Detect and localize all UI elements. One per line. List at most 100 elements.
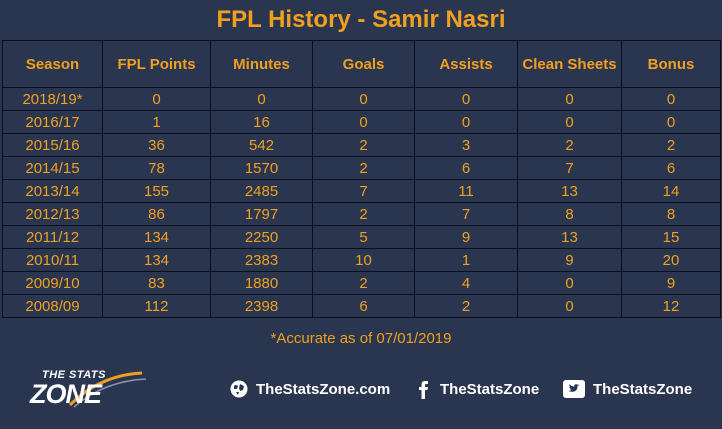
table-cell: 6 xyxy=(621,156,721,180)
facebook-icon xyxy=(414,379,432,399)
table-row: 2016/17 1 16 0 0 0 0 xyxy=(2,110,721,134)
table-cell: 15 xyxy=(621,225,721,249)
table-cell: 0 xyxy=(414,110,518,134)
table-cell: 5 xyxy=(312,225,415,249)
table-cell: 0 xyxy=(517,110,622,134)
table-cell: 2011/12 xyxy=(2,225,103,249)
globe-icon xyxy=(230,380,248,398)
table-cell: 0 xyxy=(517,294,622,318)
table-cell: 1880 xyxy=(210,271,313,295)
logo-line2: ZONE xyxy=(30,379,102,409)
table-cell: 2010/11 xyxy=(2,248,103,272)
table-cell: 2008/09 xyxy=(2,294,103,318)
table-cell: 0 xyxy=(414,87,518,111)
table-cell: 7 xyxy=(312,179,415,203)
logo-swoosh-icon xyxy=(68,371,147,408)
table-cell: 0 xyxy=(312,110,415,134)
table-header-row: Season FPL Points Minutes Goals Assists … xyxy=(2,40,721,88)
table-cell: 155 xyxy=(102,179,211,203)
table-cell: 2 xyxy=(621,133,721,157)
fpl-history-table: Season FPL Points Minutes Goals Assists … xyxy=(2,40,721,318)
header-minutes: Minutes xyxy=(210,40,313,88)
table-cell: 0 xyxy=(621,110,721,134)
table-row: 2011/12 134 2250 5 9 13 15 xyxy=(2,225,721,249)
table-cell: 6 xyxy=(312,294,415,318)
table-cell: 2 xyxy=(517,133,622,157)
table-cell: 3 xyxy=(414,133,518,157)
table-cell: 0 xyxy=(517,87,622,111)
page-title: FPL History - Samir Nasri xyxy=(216,6,506,33)
table-cell: 86 xyxy=(102,202,211,226)
table-cell: 0 xyxy=(517,271,622,295)
table-row: 2009/10 83 1880 2 4 0 9 xyxy=(2,271,721,295)
table-cell: 0 xyxy=(210,87,313,111)
table-cell: 2018/19* xyxy=(2,87,103,111)
table-cell: 11 xyxy=(414,179,518,203)
facebook-link[interactable]: TheStatsZone xyxy=(414,378,539,400)
table-cell: 2014/15 xyxy=(2,156,103,180)
accuracy-note: *Accurate as of 07/01/2019 xyxy=(270,330,452,347)
table-cell: 1570 xyxy=(210,156,313,180)
table-row: 2010/11 134 2383 10 1 9 20 xyxy=(2,248,721,272)
header-assists: Assists xyxy=(414,40,518,88)
table-cell: 2015/16 xyxy=(2,133,103,157)
header-goals: Goals xyxy=(312,40,415,88)
table-cell: 2013/14 xyxy=(2,179,103,203)
facebook-label: TheStatsZone xyxy=(440,380,540,398)
table-row: 2008/09 112 2398 6 2 0 12 xyxy=(2,294,721,318)
twitter-icon xyxy=(563,380,585,398)
table-cell: 2 xyxy=(312,133,415,157)
website-link[interactable]: TheStatsZone.com xyxy=(230,378,390,400)
table-cell: 2012/13 xyxy=(2,202,103,226)
table-cell: 10 xyxy=(312,248,415,272)
table-cell: 14 xyxy=(621,179,721,203)
table-cell: 83 xyxy=(102,271,211,295)
table-cell: 16 xyxy=(210,110,313,134)
twitter-link[interactable]: TheStatsZone xyxy=(563,378,692,400)
header-season: Season xyxy=(2,40,103,88)
table-cell: 7 xyxy=(517,156,622,180)
header-fpl-points: FPL Points xyxy=(102,40,211,88)
table-row: 2013/14 155 2485 7 11 13 14 xyxy=(2,179,721,203)
table-cell: 2 xyxy=(312,156,415,180)
table-cell: 9 xyxy=(414,225,518,249)
table-row: 2015/16 36 542 2 3 2 2 xyxy=(2,133,721,157)
table-cell: 8 xyxy=(517,202,622,226)
table-row: 2014/15 78 1570 2 6 7 6 xyxy=(2,156,721,180)
table-row: 2012/13 86 1797 2 7 8 8 xyxy=(2,202,721,226)
table-cell: 0 xyxy=(312,87,415,111)
table-cell: 1 xyxy=(414,248,518,272)
table-cell: 2009/10 xyxy=(2,271,103,295)
table-cell: 0 xyxy=(102,87,211,111)
table-cell: 0 xyxy=(621,87,721,111)
table-row: 2018/19* 0 0 0 0 0 0 xyxy=(2,87,721,111)
stats-zone-logo: THE STATS ZONE xyxy=(30,367,150,411)
table-cell: 2383 xyxy=(210,248,313,272)
table-cell: 4 xyxy=(414,271,518,295)
table-cell: 2 xyxy=(414,294,518,318)
table-cell: 9 xyxy=(621,271,721,295)
table-cell: 1797 xyxy=(210,202,313,226)
header-bonus: Bonus xyxy=(621,40,721,88)
table-cell: 13 xyxy=(517,225,622,249)
table-cell: 2 xyxy=(312,271,415,295)
table-cell: 8 xyxy=(621,202,721,226)
twitter-label: TheStatsZone xyxy=(593,380,693,398)
table-cell: 134 xyxy=(102,225,211,249)
table-cell: 542 xyxy=(210,133,313,157)
header-clean-sheets: Clean Sheets xyxy=(517,40,622,88)
table-cell: 2250 xyxy=(210,225,313,249)
logo-line1: THE STATS xyxy=(42,369,106,381)
table-cell: 112 xyxy=(102,294,211,318)
table-cell: 20 xyxy=(621,248,721,272)
website-label: TheStatsZone.com xyxy=(256,380,391,398)
table-cell: 1 xyxy=(102,110,211,134)
table-cell: 36 xyxy=(102,133,211,157)
table-cell: 78 xyxy=(102,156,211,180)
table-cell: 2398 xyxy=(210,294,313,318)
table-cell: 12 xyxy=(621,294,721,318)
table-cell: 2 xyxy=(312,202,415,226)
table-cell: 13 xyxy=(517,179,622,203)
table-cell: 2016/17 xyxy=(2,110,103,134)
table-cell: 134 xyxy=(102,248,211,272)
